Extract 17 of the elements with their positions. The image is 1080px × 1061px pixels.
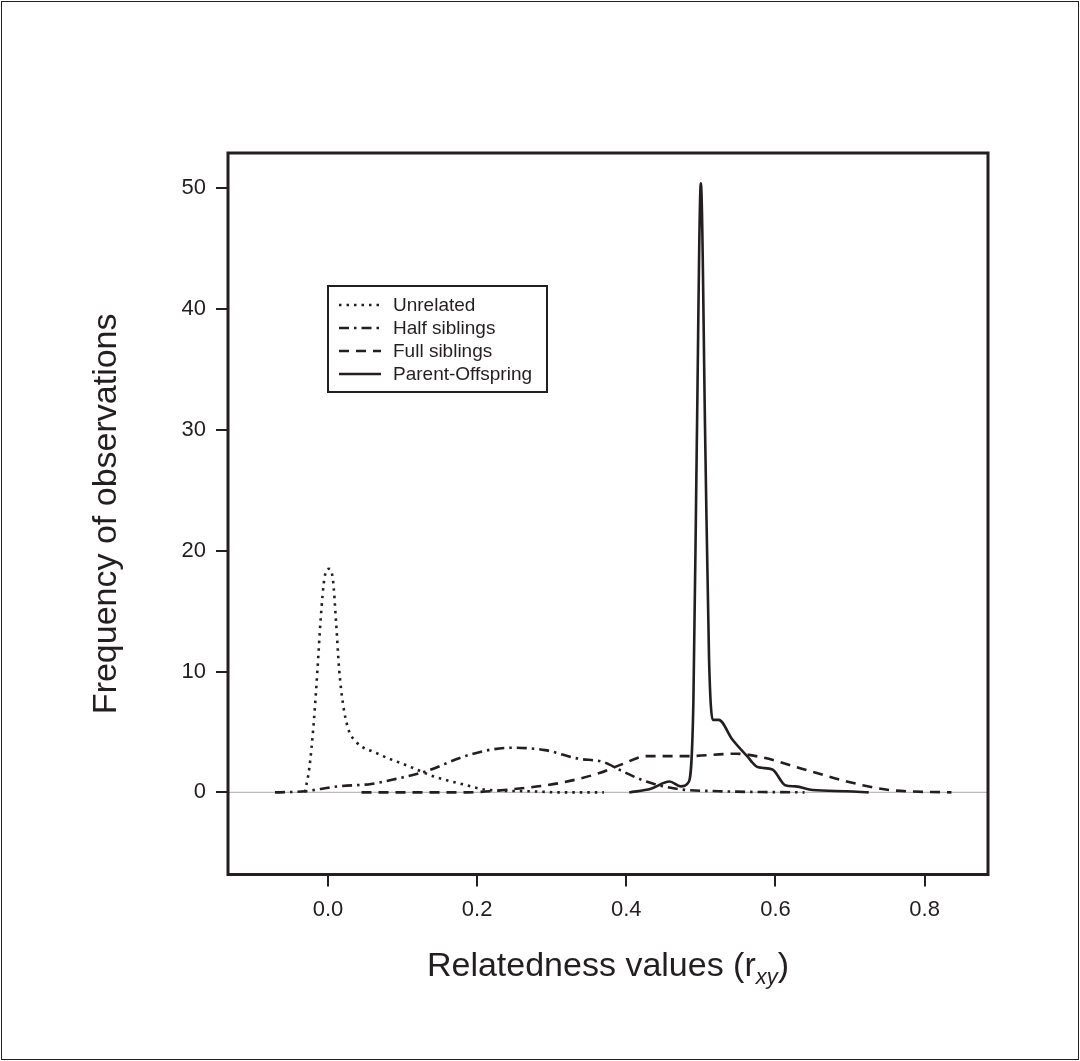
x-tick-label: 0.2 bbox=[461, 895, 493, 921]
x-tick-label: 0.4 bbox=[610, 895, 642, 921]
legend-label: Parent-Offspring bbox=[393, 362, 533, 385]
x-tick-label: 0.0 bbox=[312, 895, 344, 921]
y-axis-title: Frequency of observations bbox=[84, 313, 123, 715]
legend-label: Full siblings bbox=[393, 339, 493, 362]
x-axis-title: Relatedness values (r$_{xy}$) bbox=[425, 945, 791, 990]
y-tick-label: 30 bbox=[181, 415, 206, 441]
x-tick-label: 0.8 bbox=[909, 895, 940, 921]
y-tick-label: 50 bbox=[181, 174, 206, 200]
legend-label: Half siblings bbox=[393, 316, 496, 339]
y-tick-label: 0 bbox=[193, 778, 206, 804]
x-tick-label: 0.6 bbox=[760, 895, 791, 921]
legend-label: Unrelated bbox=[393, 293, 476, 316]
y-tick-label: 20 bbox=[181, 536, 206, 562]
y-tick-label: 10 bbox=[181, 657, 206, 683]
y-tick-label: 40 bbox=[181, 294, 206, 320]
